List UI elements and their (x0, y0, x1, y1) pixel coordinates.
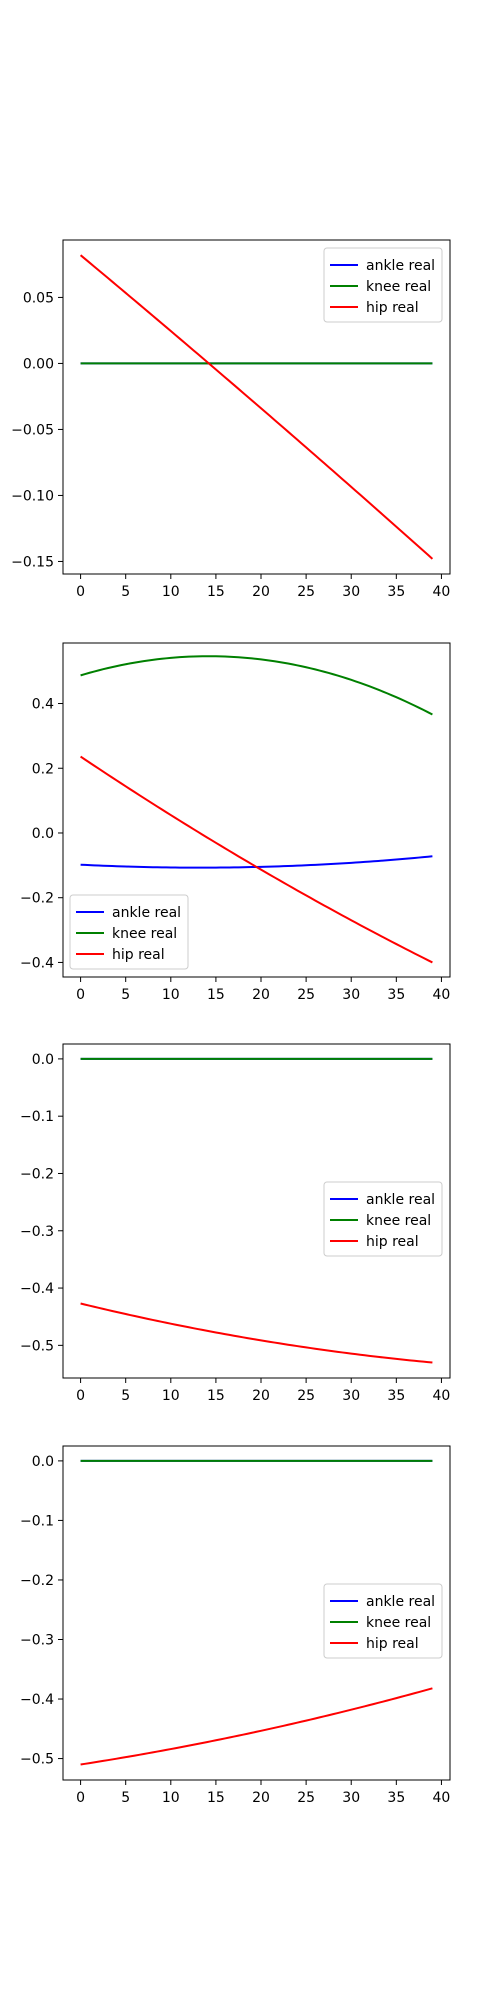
x-tick-label: 30 (342, 987, 360, 1003)
y-tick-label: −0.2 (20, 1166, 54, 1182)
y-tick-label: −0.15 (11, 554, 54, 570)
y-tick-label: −0.05 (11, 422, 54, 438)
y-tick-label: −0.4 (20, 1692, 54, 1708)
y-tick-label: −0.3 (20, 1632, 54, 1648)
series-lines (80, 1057, 433, 1364)
legend-label: knee real (112, 926, 177, 942)
series-line-hip-real (80, 755, 433, 964)
legend-label: hip real (366, 300, 419, 316)
legend-label: knee real (366, 279, 431, 295)
series-lines (79, 254, 434, 560)
y-tick-label: −0.4 (20, 955, 54, 971)
legend-label: ankle real (366, 1594, 435, 1610)
x-tick-label: 0 (76, 584, 85, 600)
y-tick-label: −0.1 (20, 1513, 54, 1529)
x-tick-label: 25 (297, 584, 315, 600)
x-tick-label: 35 (387, 1388, 405, 1404)
x-tick-label: 40 (433, 584, 451, 600)
x-tick-label: 10 (162, 1790, 180, 1806)
y-tick-label: −0.2 (20, 891, 54, 907)
x-tick-label: 30 (342, 1790, 360, 1806)
legend-label: knee real (366, 1615, 431, 1631)
series-line-hip-real (79, 254, 434, 560)
legend-label: hip real (366, 1234, 419, 1250)
series-line-hip-real (80, 1687, 433, 1766)
x-tick-label: 5 (121, 987, 130, 1003)
legend-label: ankle real (366, 1192, 435, 1208)
y-tick-label: −0.1 (20, 1109, 54, 1125)
legend: ankle real knee real hip real (69, 894, 189, 970)
x-tick-label: 20 (252, 1790, 270, 1806)
legend-label: knee real (366, 1213, 431, 1229)
legend-label: hip real (366, 1636, 419, 1652)
x-tick-label: 20 (252, 987, 270, 1003)
series-line-hip-real (80, 1302, 433, 1364)
chart-1: 0 5 10 15 20 25 30 35 40 0.05 0.00 −0.05 −0.10 −0.15 a… (11, 239, 451, 600)
x-tick-label: 5 (121, 1388, 130, 1404)
chart-3: 0 5 10 15 20 25 30 35 40 0.0 −0.1 −0.2 −0.3 −0.4 −0.5 a… (20, 1043, 451, 1404)
x-tick-label: 35 (387, 584, 405, 600)
legend-box (323, 1583, 443, 1659)
y-tick-label: −0.5 (20, 1338, 54, 1354)
legend: ankle real knee real hip real (323, 1181, 443, 1257)
series-lines (80, 655, 433, 964)
y-tick-label: −0.3 (20, 1224, 54, 1240)
y-tick-label: 0.00 (23, 356, 54, 372)
y-tick-label: 0.2 (32, 761, 54, 777)
y-tick-label: −0.2 (20, 1573, 54, 1589)
x-tick-label: 15 (207, 987, 225, 1003)
x-tick-label: 20 (252, 1388, 270, 1404)
x-tick-label: 20 (252, 584, 270, 600)
series-lines (80, 1459, 433, 1766)
series-line-knee-real (80, 655, 433, 716)
x-tick-label: 5 (121, 1790, 130, 1806)
legend-box (323, 1181, 443, 1257)
x-tick-label: 30 (342, 1388, 360, 1404)
legend-box (323, 247, 443, 323)
x-tick-label: 35 (387, 1790, 405, 1806)
x-tick-label: 10 (162, 584, 180, 600)
axes-frame (62, 642, 451, 978)
y-tick-label: −0.5 (20, 1752, 54, 1768)
x-tick-label: 25 (297, 1388, 315, 1404)
x-tick-label: 30 (342, 584, 360, 600)
y-tick-label: 0.4 (32, 697, 54, 713)
legend-box (69, 894, 189, 970)
axes-frame (62, 239, 451, 575)
x-tick-label: 40 (433, 1790, 451, 1806)
x-tick-label: 35 (387, 987, 405, 1003)
y-tick-label: −0.10 (11, 488, 54, 504)
legend: ankle real knee real hip real (323, 247, 443, 323)
y-tick-label: 0.05 (23, 290, 54, 306)
legend-label: ankle real (366, 258, 435, 274)
x-tick-label: 15 (207, 1388, 225, 1404)
chart-2: 0 5 10 15 20 25 30 35 40 0.4 0.2 0.0 −0.2 −0.4 ankle r… (20, 642, 451, 1003)
x-tick-label: 40 (433, 1388, 451, 1404)
x-tick-label: 0 (76, 1790, 85, 1806)
x-tick-label: 15 (207, 1790, 225, 1806)
y-tick-label: 0.0 (32, 1454, 54, 1470)
x-tick-label: 25 (297, 1790, 315, 1806)
legend-label: hip real (112, 947, 165, 963)
x-tick-label: 15 (207, 584, 225, 600)
x-tick-label: 5 (121, 584, 130, 600)
y-tick-label: −0.4 (20, 1281, 54, 1297)
x-tick-label: 40 (433, 987, 451, 1003)
x-tick-label: 25 (297, 987, 315, 1003)
x-tick-label: 0 (76, 1388, 85, 1404)
x-tick-label: 10 (162, 987, 180, 1003)
axes-frame (62, 1445, 451, 1781)
legend-label: ankle real (112, 905, 181, 921)
chart-4: 0 5 10 15 20 25 30 35 40 0.0 −0.1 −0.2 −0.3 −0.4 −0.5 a… (20, 1445, 451, 1806)
axes-frame (62, 1043, 451, 1379)
x-tick-label: 0 (76, 987, 85, 1003)
legend: ankle real knee real hip real (323, 1583, 443, 1659)
y-tick-label: 0.0 (32, 1052, 54, 1068)
x-tick-label: 10 (162, 1388, 180, 1404)
y-tick-label: 0.0 (32, 826, 54, 842)
